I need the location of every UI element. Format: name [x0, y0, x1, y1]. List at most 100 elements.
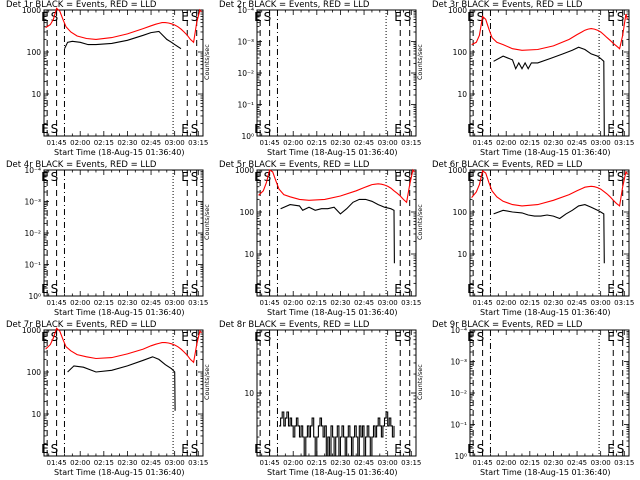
marker-label: E	[41, 442, 49, 456]
x-tick-label: 02:30	[117, 139, 137, 147]
x-tick-label: 03:15	[188, 459, 208, 467]
x-axis-label: Start Time (18-Aug-15 01:36:40)	[267, 308, 398, 317]
y-tick-label: 100	[453, 208, 468, 217]
detector-panel: 10⁻⁴ 10⁻³ 10⁻² 10⁻¹ 10⁰ 01:45 02:00 02:15 02:30 0…	[0, 160, 213, 320]
x-tick-label: 02:15	[94, 299, 114, 307]
x-tick-label: 03:00	[378, 139, 398, 147]
marker-label: E	[607, 282, 615, 296]
y-tick-label: 10	[244, 389, 254, 398]
marker-label: E	[394, 442, 402, 456]
marker-label: E	[254, 170, 262, 184]
y-tick-label: 10⁰	[241, 132, 254, 141]
plot-svg: 1000 100 10 01:45 02:00 02:15 02:30 02:45 03:00 0…	[22, 326, 208, 467]
panel-title: Det 7r BLACK = Events, RED = LLD	[6, 320, 157, 330]
x-tick-label: 02:30	[330, 459, 350, 467]
marker-label: S	[191, 330, 199, 344]
plot-frame	[469, 9, 630, 137]
x-tick-label: 03:15	[401, 459, 421, 467]
x-tick-label: 01:45	[47, 299, 67, 307]
marker-label: S	[477, 282, 485, 296]
marker-label: S	[191, 10, 199, 24]
y-tick-label: 10⁻³	[450, 358, 467, 367]
marker-label: S	[51, 442, 59, 456]
panel-title: Det 8r BLACK = Events, RED = LLD	[219, 320, 370, 330]
x-axis-label: Start Time (18-Aug-15 01:36:40)	[54, 148, 185, 157]
y-axis-label: Counts/sec	[203, 364, 211, 400]
detector-panel: 1000 100 10 01:45 02:00 02:15 02:30 02:45 03:00 0…	[416, 0, 639, 160]
x-tick-label: 02:00	[496, 139, 516, 147]
detector-panel: 10 01:45 02:00 02:15 02:30 02:45 03:00 03:15 E E S…	[203, 320, 426, 480]
marker-label: S	[477, 330, 485, 344]
x-tick-label: 02:00	[283, 299, 303, 307]
y-axis-label: Counts/sec	[416, 364, 424, 400]
x-tick-label: 02:15	[520, 459, 540, 467]
y-tick-label: 1000	[448, 6, 467, 15]
x-tick-label: 03:15	[614, 299, 634, 307]
x-tick-label: 03:00	[165, 299, 185, 307]
x-tick-label: 02:45	[141, 299, 161, 307]
x-tick-label: 02:30	[330, 139, 350, 147]
marker-label: S	[617, 122, 625, 136]
events-series-line	[279, 411, 395, 457]
y-tick-label: 1000	[235, 166, 254, 175]
y-tick-label: 10⁻⁴	[237, 6, 254, 15]
lld-series-line	[471, 13, 628, 51]
marker-label: E	[254, 282, 262, 296]
x-tick-label: 03:00	[591, 139, 611, 147]
x-tick-label: 02:30	[117, 299, 137, 307]
marker-label: E	[41, 122, 49, 136]
marker-label: E	[181, 282, 189, 296]
events-series-line	[493, 46, 605, 137]
marker-label: S	[51, 170, 59, 184]
events-series-line	[64, 30, 182, 50]
x-tick-label: 03:00	[378, 299, 398, 307]
marker-label: E	[181, 442, 189, 456]
plot-frame	[469, 169, 630, 297]
y-tick-label: 10	[457, 250, 467, 259]
marker-label: S	[191, 170, 199, 184]
x-tick-label: 02:30	[543, 459, 563, 467]
marker-label: E	[254, 122, 262, 136]
marker-label: S	[404, 10, 412, 24]
marker-label: S	[477, 442, 485, 456]
lld-series-line	[471, 169, 628, 207]
marker-label: S	[404, 330, 412, 344]
x-tick-label: 01:45	[260, 459, 280, 467]
x-tick-label: 02:45	[567, 299, 587, 307]
marker-label: S	[404, 442, 412, 456]
x-tick-label: 02:30	[543, 139, 563, 147]
x-tick-label: 03:15	[401, 299, 421, 307]
marker-label: S	[264, 442, 272, 456]
x-tick-label: 03:15	[614, 459, 634, 467]
panel-title: Det 1r BLACK = Events, RED = LLD	[6, 0, 157, 10]
marker-label: E	[607, 10, 615, 24]
marker-label: S	[51, 122, 59, 136]
x-tick-label: 03:00	[591, 299, 611, 307]
panel-title: Det 2r BLACK = Events, RED = LLD	[219, 0, 370, 10]
x-tick-label: 02:45	[567, 139, 587, 147]
x-tick-label: 02:15	[307, 139, 327, 147]
marker-label: E	[467, 282, 475, 296]
x-tick-label: 03:00	[591, 459, 611, 467]
y-tick-label: 100	[27, 368, 42, 377]
x-axis-label: Start Time (18-Aug-15 01:36:40)	[267, 148, 398, 157]
x-tick-label: 03:15	[401, 139, 421, 147]
x-tick-label: 01:45	[47, 139, 67, 147]
x-tick-label: 02:30	[330, 299, 350, 307]
plot-svg: 1000 100 10 01:45 02:00 02:15 02:30 02:45 03:00 0…	[22, 6, 208, 147]
marker-label: E	[181, 10, 189, 24]
marker-label: S	[191, 122, 199, 136]
y-tick-label: 1000	[448, 166, 467, 175]
marker-label: S	[404, 122, 412, 136]
marker-label: E	[467, 170, 475, 184]
x-tick-label: 01:45	[473, 459, 493, 467]
marker-label: S	[404, 282, 412, 296]
panel-title: Det 6r BLACK = Events, RED = LLD	[432, 160, 583, 170]
marker-label: S	[264, 282, 272, 296]
x-tick-label: 02:00	[496, 459, 516, 467]
x-tick-label: 02:00	[70, 299, 90, 307]
x-axis-label: Start Time (18-Aug-15 01:36:40)	[54, 468, 185, 477]
y-tick-label: 10⁻¹	[450, 421, 467, 430]
